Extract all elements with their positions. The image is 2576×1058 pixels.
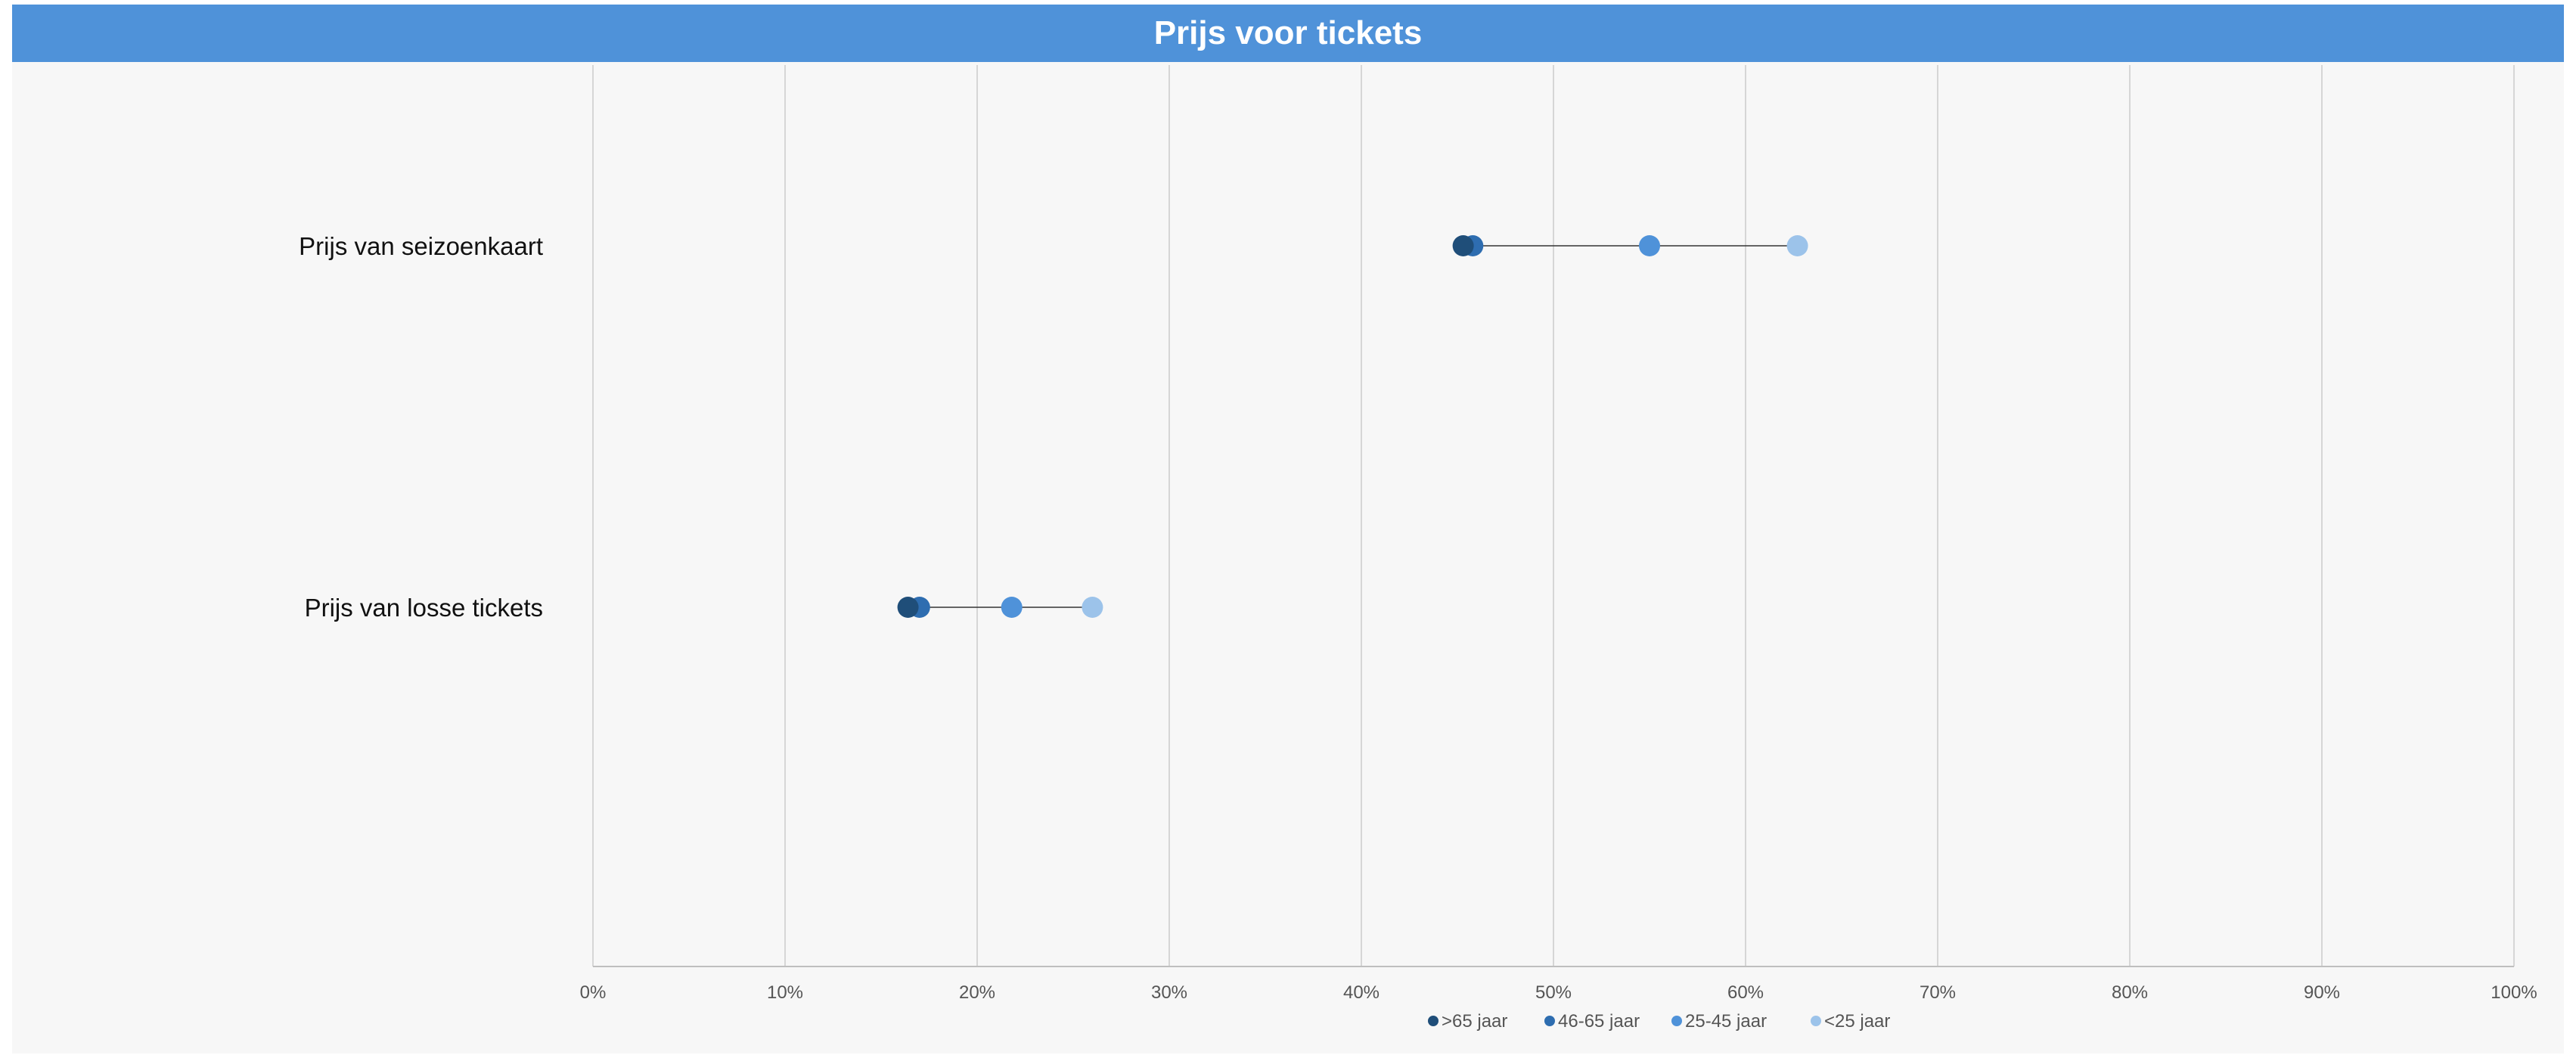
legend-label: <25 jaar	[1824, 1011, 1890, 1032]
category-label: Prijs van seizoenkaart	[299, 232, 543, 260]
category-label: Prijs van losse tickets	[305, 594, 543, 622]
x-tick-label: 0%	[580, 982, 607, 1003]
legend-marker	[1428, 1016, 1439, 1026]
legend-label: 46-65 jaar	[1558, 1011, 1640, 1032]
axis-layer: 0% 10% 20% 30% 40% 50% 60% 70% 80% 90% 100%	[580, 966, 2537, 1003]
chart-frame: Prijs voor tickets 0% 10% 20% 30% 40% 50% 60% 7…	[12, 5, 2564, 1053]
x-tick-label: 10%	[767, 982, 803, 1003]
x-tick-label: 100%	[2491, 982, 2537, 1003]
x-tick-label: 50%	[1535, 982, 1572, 1003]
legend-marker	[1811, 1016, 1821, 1026]
x-tick-label: 80%	[2112, 982, 2148, 1003]
x-tick-label: 40%	[1343, 982, 1380, 1003]
x-tick-label: 60%	[1727, 982, 1764, 1003]
legend: >65 jaar 46-65 jaar 25-45 jaar <25 jaar	[1428, 1011, 1890, 1032]
legend-label: 25-45 jaar	[1685, 1011, 1767, 1032]
dumbbell-plot: 0% 10% 20% 30% 40% 50% 60% 70% 80% 90% 100% Prijs …	[299, 65, 2537, 1032]
x-tick-label: 30%	[1151, 982, 1187, 1003]
x-tick-label: 90%	[2304, 982, 2340, 1003]
data-point	[1786, 235, 1808, 256]
legend-label: >65 jaar	[1442, 1011, 1507, 1032]
data-point	[1001, 597, 1023, 618]
grid-layer	[592, 65, 2515, 966]
data-layer	[897, 235, 1808, 618]
chart-title: Prijs voor tickets	[1153, 14, 1423, 51]
data-point	[1082, 597, 1103, 618]
x-tick-label: 20%	[959, 982, 995, 1003]
data-point	[1639, 235, 1660, 256]
legend-marker	[1544, 1016, 1555, 1026]
data-point	[1452, 235, 1474, 256]
category-labels: Prijs van seizoenkaart Prijs van losse ti…	[299, 232, 543, 622]
chart-title-bar: Prijs voor tickets	[12, 5, 2564, 62]
data-point	[897, 597, 919, 618]
x-tick-label: 70%	[1920, 982, 1956, 1003]
legend-marker	[1671, 1016, 1682, 1026]
